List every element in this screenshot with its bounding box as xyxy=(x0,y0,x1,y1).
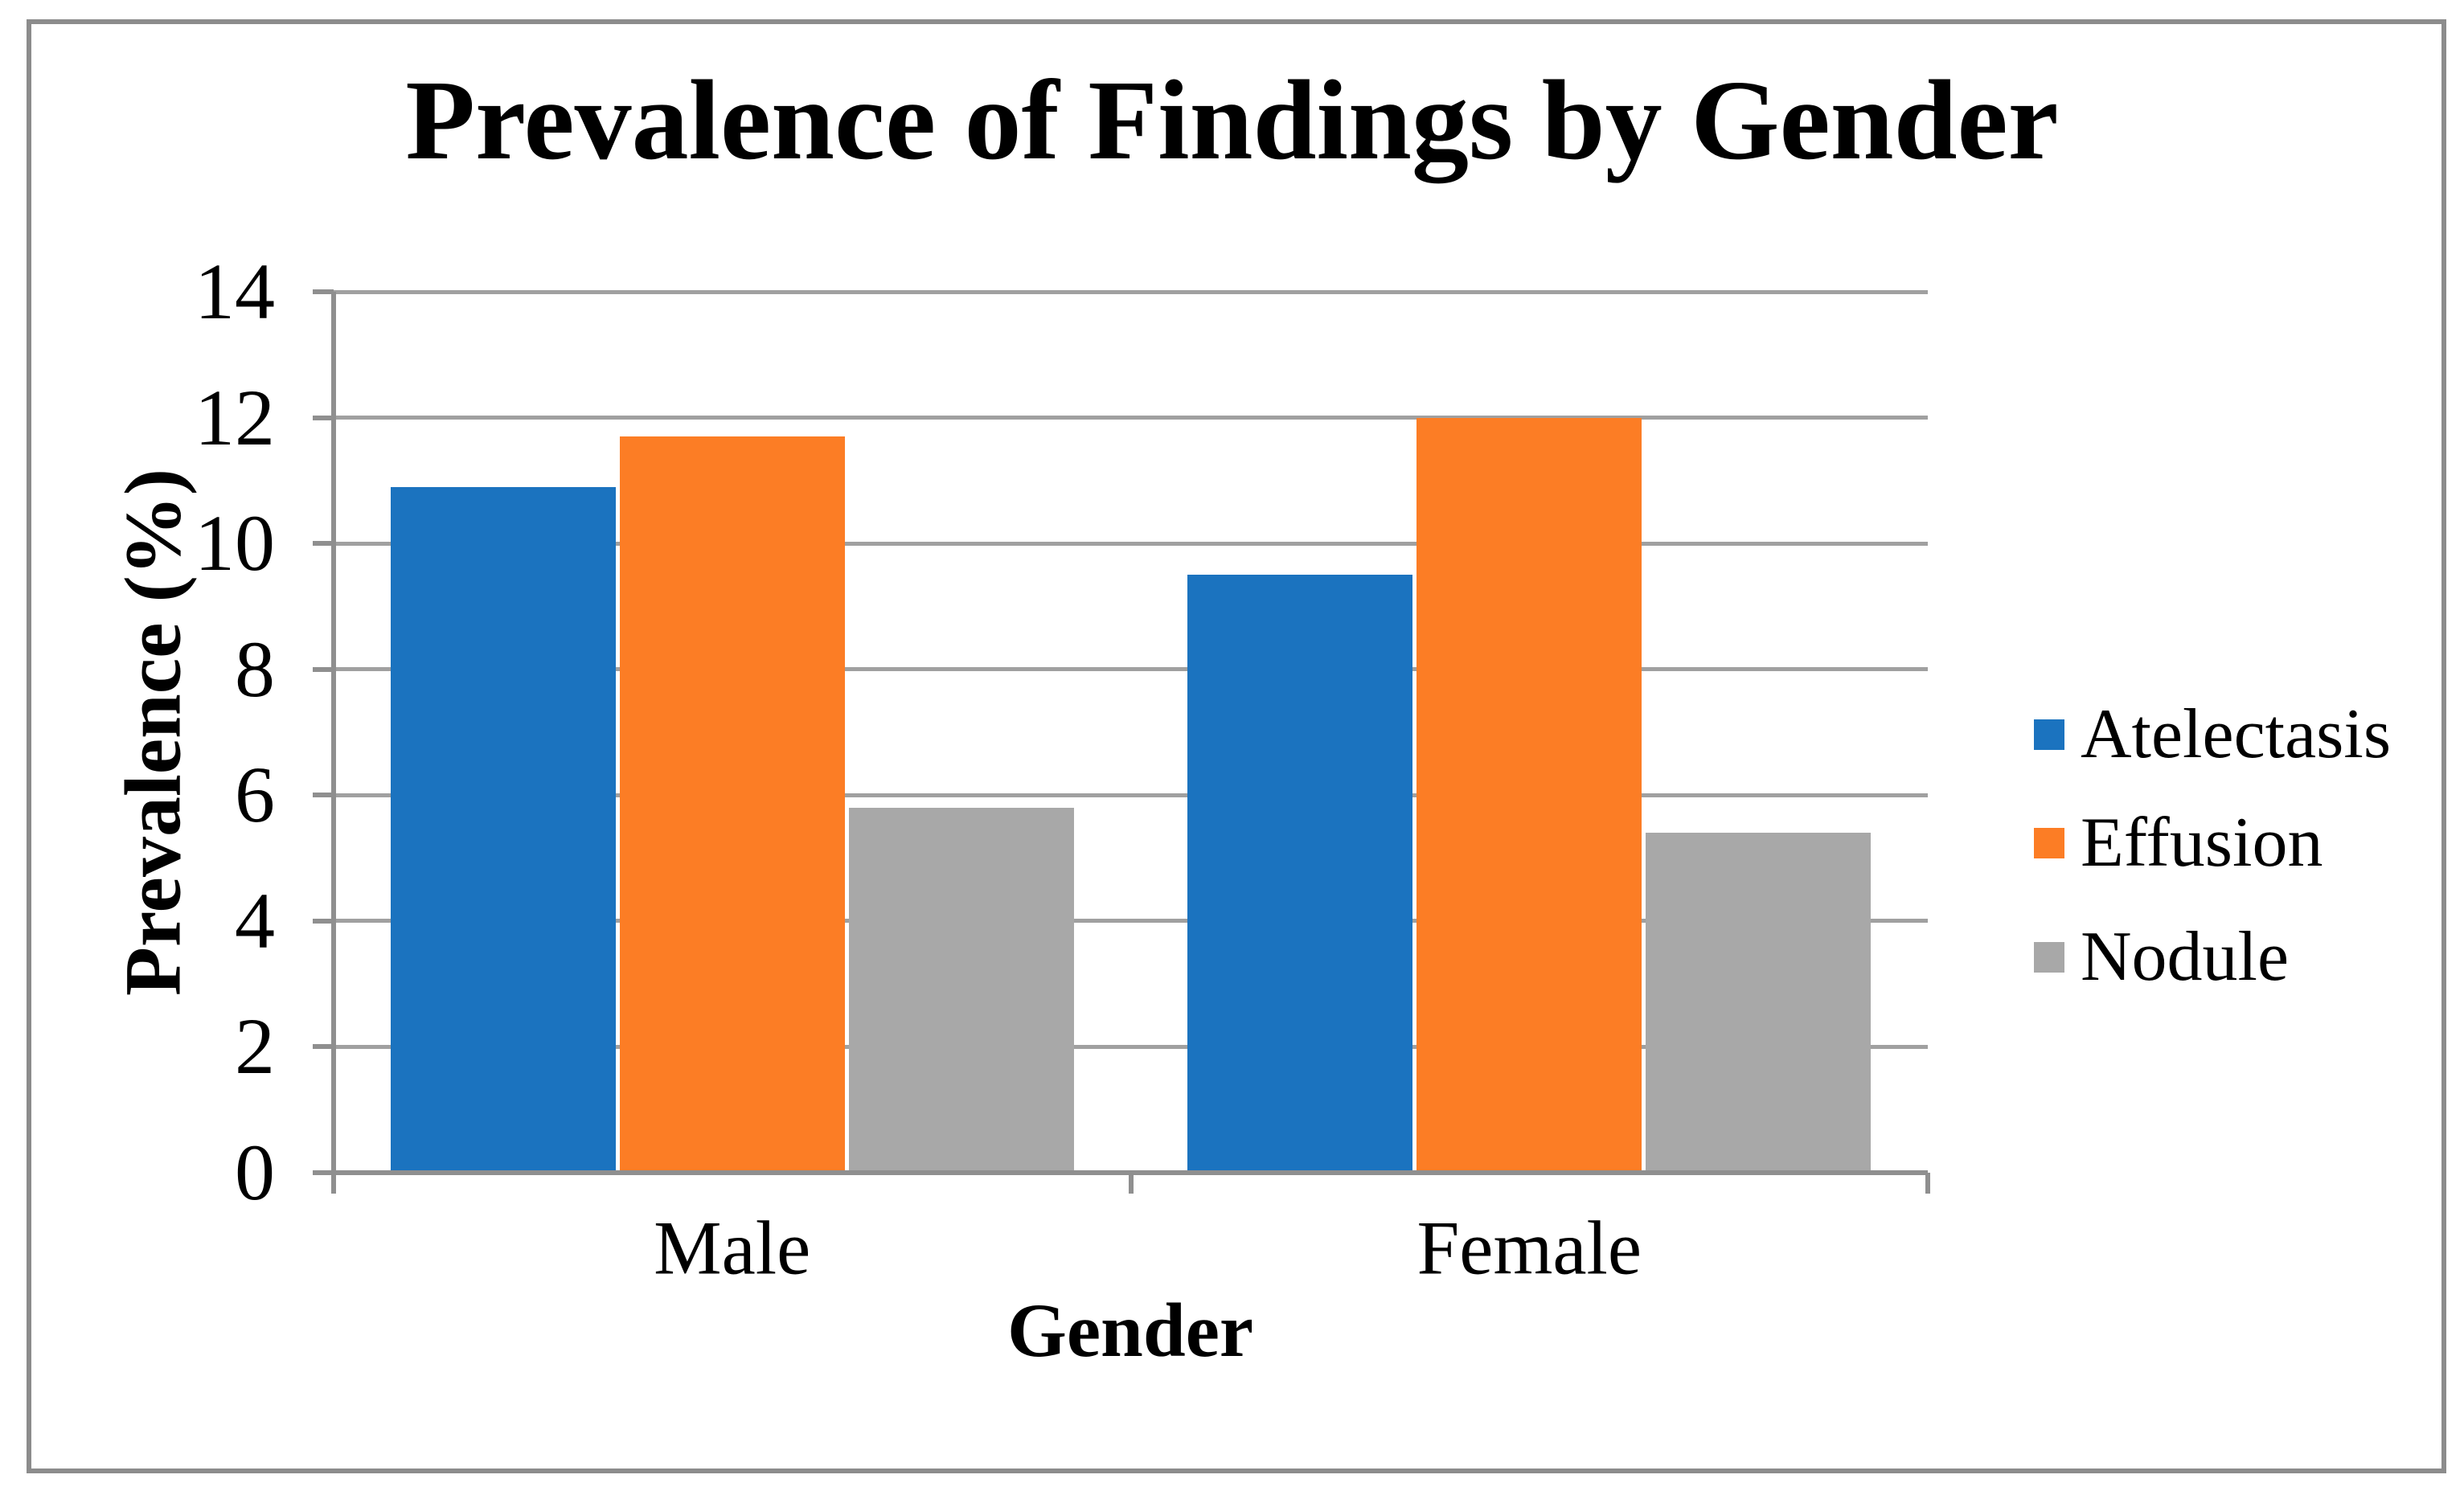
y-tick-12 xyxy=(313,415,334,420)
legend-swatch-effusion xyxy=(2034,828,2064,858)
y-tick-10 xyxy=(313,541,334,547)
bar-female-effusion xyxy=(1416,418,1642,1173)
y-tick-label-8: 8 xyxy=(235,624,275,714)
gridline-y-8 xyxy=(334,667,1928,672)
bar-male-nodule xyxy=(849,808,1074,1173)
y-tick-label-14: 14 xyxy=(195,247,275,336)
gridline-y-2 xyxy=(334,1044,1928,1049)
y-tick-4 xyxy=(313,918,334,924)
bar-female-atelectasis xyxy=(1187,575,1412,1173)
legend-swatch-atelectasis xyxy=(2034,719,2064,750)
x-category-label-male: Male xyxy=(654,1205,811,1291)
legend-item-effusion: Effusion xyxy=(2034,808,2323,879)
y-axis-line xyxy=(331,292,336,1194)
bar-male-atelectasis xyxy=(391,487,616,1173)
legend-swatch-nodule xyxy=(2034,942,2064,973)
bar-male-effusion xyxy=(620,436,845,1173)
legend-label-atelectasis: Atelectasis xyxy=(2081,695,2392,773)
x-tick-middle xyxy=(1128,1173,1134,1194)
y-tick-14 xyxy=(313,289,334,294)
y-tick-2 xyxy=(313,1044,334,1050)
gridline-y-4 xyxy=(334,919,1928,924)
y-tick-label-12: 12 xyxy=(195,372,275,462)
gridline-y-14 xyxy=(334,289,1928,294)
y-tick-label-10: 10 xyxy=(195,498,275,588)
y-tick-8 xyxy=(313,666,334,672)
y-tick-6 xyxy=(313,793,334,798)
gridline-y-10 xyxy=(334,541,1928,546)
x-tick-right xyxy=(1925,1173,1930,1194)
bar-female-nodule xyxy=(1646,833,1871,1173)
legend-label-nodule: Nodule xyxy=(2081,918,2290,996)
chart-outer-border xyxy=(27,19,2446,1473)
y-tick-label-6: 6 xyxy=(235,750,275,840)
x-axis-title: Gender xyxy=(1007,1288,1254,1373)
legend-item-atelectasis: Atelectasis xyxy=(2034,699,2391,770)
legend-label-effusion: Effusion xyxy=(2081,804,2323,882)
y-tick-label-4: 4 xyxy=(235,875,275,965)
gridline-y-6 xyxy=(334,793,1928,797)
x-axis-line xyxy=(313,1170,1928,1175)
x-category-label-female: Female xyxy=(1416,1205,1642,1291)
legend-item-nodule: Nodule xyxy=(2034,922,2289,993)
y-tick-label-0: 0 xyxy=(235,1128,275,1217)
gridline-y-12 xyxy=(334,416,1928,420)
y-tick-label-2: 2 xyxy=(235,1002,275,1092)
chart-title: Prevalence of Findings by Gender xyxy=(405,56,2059,183)
